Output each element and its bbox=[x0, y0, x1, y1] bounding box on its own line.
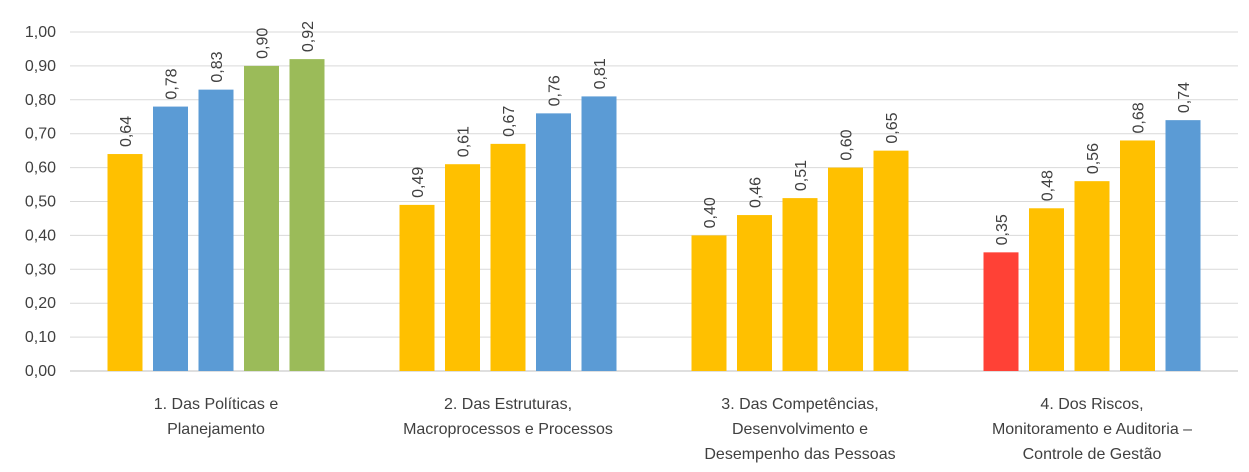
category-label: Planejamento bbox=[167, 421, 265, 438]
data-label: 0,92 bbox=[300, 21, 317, 52]
bar bbox=[873, 150, 909, 371]
data-label: 0,35 bbox=[994, 214, 1011, 245]
bar bbox=[1120, 140, 1155, 371]
data-label: 0,40 bbox=[702, 197, 719, 228]
y-tick-label: 0,60 bbox=[25, 160, 56, 177]
category-label: Desempenho das Pessoas bbox=[704, 446, 895, 463]
y-tick-label: 0,40 bbox=[25, 227, 56, 244]
y-tick-label: 0,70 bbox=[25, 126, 56, 143]
bar bbox=[737, 215, 772, 371]
y-tick-label: 0,10 bbox=[25, 329, 56, 346]
y-tick-label: 0,20 bbox=[25, 295, 56, 312]
data-label: 0,56 bbox=[1085, 143, 1102, 174]
y-tick-label: 0,30 bbox=[25, 261, 56, 278]
bar bbox=[581, 96, 617, 371]
bar bbox=[1074, 181, 1110, 371]
data-label: 0,90 bbox=[255, 28, 272, 59]
category-label: 2. Das Estruturas, bbox=[444, 396, 572, 413]
data-label: 0,64 bbox=[118, 116, 135, 147]
data-label: 0,48 bbox=[1040, 170, 1057, 201]
data-label: 0,81 bbox=[592, 58, 609, 89]
data-label: 0,78 bbox=[164, 68, 181, 99]
category-label: 1. Das Políticas e bbox=[154, 396, 279, 413]
category-label: Desenvolvimento e bbox=[732, 421, 868, 438]
bars bbox=[107, 59, 1201, 372]
category-label: Controle de Gestão bbox=[1023, 446, 1162, 463]
y-tick-label: 0,90 bbox=[25, 58, 56, 75]
bar bbox=[198, 89, 234, 371]
data-label: 0,61 bbox=[456, 126, 473, 157]
category-label: Monitoramento e Auditoria – bbox=[992, 421, 1192, 438]
y-tick-label: 0,80 bbox=[25, 92, 56, 109]
bar bbox=[983, 252, 1019, 371]
bar bbox=[244, 65, 279, 372]
category-label: 3. Das Competências, bbox=[721, 396, 878, 413]
data-label: 0,49 bbox=[410, 167, 427, 198]
bar bbox=[490, 143, 526, 371]
bar bbox=[691, 235, 727, 371]
bar bbox=[828, 167, 863, 371]
category-label: Macroprocessos e Processos bbox=[403, 421, 613, 438]
bar bbox=[289, 59, 325, 372]
data-labels: 0,64 0,78 0,83 0,90 0,92 0,49 0,61 0,67 0,76 0,81… bbox=[118, 21, 1193, 245]
bar bbox=[153, 106, 188, 371]
bar bbox=[445, 164, 480, 371]
data-label: 0,68 bbox=[1131, 102, 1148, 133]
data-label: 0,51 bbox=[793, 160, 810, 191]
y-axis: 0,00 0,10 0,20 0,30 0,40 0,50 0,60 0,70 0,80 0,90… bbox=[25, 24, 56, 380]
y-tick-label: 0,50 bbox=[25, 194, 56, 211]
data-label: 0,67 bbox=[501, 106, 518, 137]
bar bbox=[399, 204, 435, 371]
data-label: 0,74 bbox=[1176, 82, 1193, 113]
bar bbox=[107, 154, 143, 371]
data-label: 0,65 bbox=[884, 112, 901, 143]
y-tick-label: 1,00 bbox=[25, 24, 56, 41]
data-label: 0,60 bbox=[839, 129, 856, 160]
bar bbox=[536, 113, 571, 372]
bar bbox=[1029, 208, 1064, 371]
x-axis: 1. Das Políticas e Planejamento 2. Das Est… bbox=[154, 396, 1192, 463]
category-label: 4. Dos Riscos, bbox=[1040, 396, 1143, 413]
data-label: 0,76 bbox=[547, 75, 564, 106]
y-tick-label: 0,00 bbox=[25, 363, 56, 380]
bar bbox=[782, 198, 818, 371]
data-label: 0,46 bbox=[748, 177, 765, 208]
bar bbox=[1165, 120, 1201, 371]
data-label: 0,83 bbox=[209, 51, 226, 82]
